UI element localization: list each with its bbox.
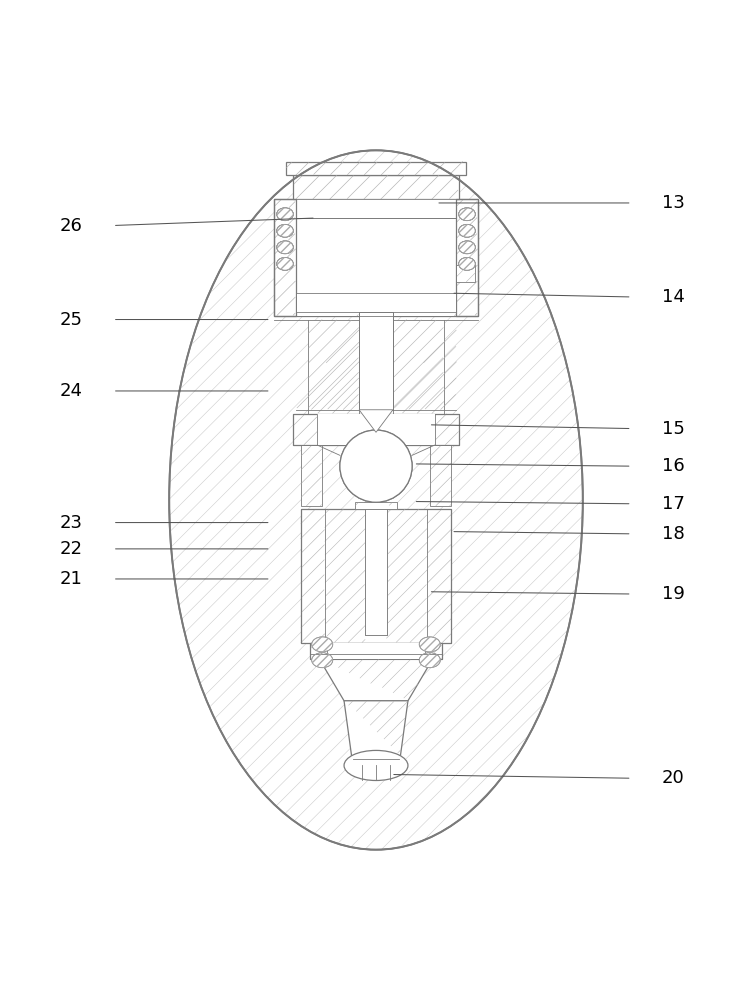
- Bar: [435, 414, 459, 445]
- Ellipse shape: [169, 150, 583, 850]
- Bar: [296, 199, 456, 316]
- Bar: [393, 320, 444, 414]
- Bar: [425, 643, 441, 659]
- Bar: [456, 199, 478, 316]
- Text: 26: 26: [60, 217, 83, 235]
- Ellipse shape: [277, 257, 293, 270]
- Bar: [359, 312, 393, 410]
- Ellipse shape: [459, 224, 475, 237]
- Text: 22: 22: [59, 540, 83, 558]
- Bar: [301, 509, 325, 643]
- Ellipse shape: [344, 750, 408, 780]
- Ellipse shape: [311, 637, 332, 652]
- Ellipse shape: [459, 241, 475, 254]
- Bar: [274, 199, 478, 316]
- Bar: [310, 643, 441, 659]
- Ellipse shape: [277, 257, 293, 270]
- Text: 24: 24: [59, 382, 83, 400]
- Circle shape: [340, 430, 412, 502]
- Text: 18: 18: [662, 525, 684, 543]
- Circle shape: [340, 430, 412, 502]
- Text: 23: 23: [59, 514, 83, 532]
- Bar: [293, 414, 317, 445]
- Ellipse shape: [459, 257, 475, 270]
- Bar: [301, 509, 451, 643]
- Bar: [365, 509, 387, 635]
- Polygon shape: [344, 701, 408, 756]
- Bar: [293, 175, 459, 199]
- Ellipse shape: [277, 208, 293, 221]
- Text: 15: 15: [662, 420, 684, 438]
- Text: 16: 16: [662, 457, 684, 475]
- Bar: [274, 199, 296, 316]
- Bar: [359, 312, 393, 410]
- Ellipse shape: [419, 653, 440, 668]
- Bar: [293, 414, 459, 445]
- Bar: [317, 414, 435, 445]
- Bar: [308, 320, 359, 414]
- Bar: [296, 199, 456, 316]
- Bar: [301, 445, 322, 506]
- Bar: [286, 162, 466, 175]
- Bar: [326, 643, 426, 659]
- Text: 14: 14: [662, 288, 684, 306]
- Text: 17: 17: [662, 495, 684, 513]
- Ellipse shape: [459, 224, 475, 237]
- Bar: [296, 293, 456, 312]
- Ellipse shape: [277, 241, 293, 254]
- Ellipse shape: [459, 208, 475, 221]
- Ellipse shape: [277, 208, 293, 221]
- Text: 13: 13: [662, 194, 684, 212]
- Ellipse shape: [459, 257, 475, 270]
- Ellipse shape: [459, 208, 475, 221]
- Bar: [355, 502, 397, 509]
- Ellipse shape: [419, 637, 440, 652]
- Bar: [365, 509, 387, 635]
- Polygon shape: [320, 659, 432, 701]
- Bar: [430, 445, 451, 506]
- Bar: [456, 265, 475, 282]
- Bar: [310, 643, 327, 659]
- Text: 19: 19: [662, 585, 684, 603]
- Ellipse shape: [277, 241, 293, 254]
- Text: 25: 25: [59, 311, 83, 329]
- Ellipse shape: [277, 224, 293, 237]
- Text: 20: 20: [662, 769, 684, 787]
- Text: 21: 21: [60, 570, 83, 588]
- Bar: [359, 312, 393, 410]
- Ellipse shape: [311, 653, 332, 668]
- Ellipse shape: [459, 241, 475, 254]
- Ellipse shape: [277, 224, 293, 237]
- Polygon shape: [359, 410, 393, 432]
- Bar: [427, 509, 451, 643]
